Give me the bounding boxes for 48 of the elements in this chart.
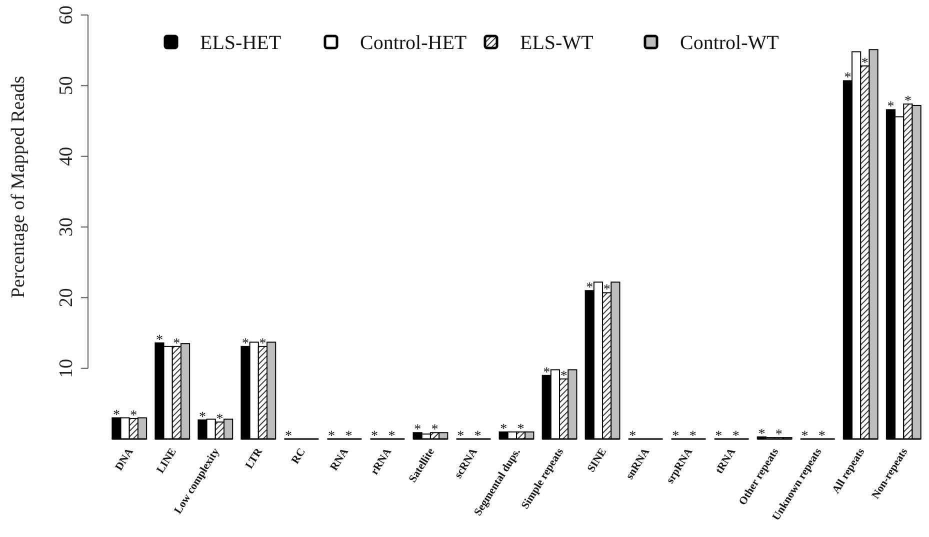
- annotation: *: [112, 408, 120, 423]
- annotation: *: [560, 368, 568, 384]
- annotation: *: [818, 429, 826, 444]
- annotation: *: [904, 94, 912, 110]
- annotation: *: [689, 429, 696, 444]
- annotation: *: [603, 282, 610, 298]
- annotation: *: [732, 429, 740, 444]
- legend-label: Control-WT: [680, 32, 779, 54]
- annotation: *: [345, 429, 352, 444]
- x-tick-label: RC: [289, 446, 308, 466]
- annotation: *: [543, 365, 550, 380]
- annotation: *: [328, 429, 336, 444]
- annotation: *: [242, 336, 249, 352]
- y-tick-label: 60: [56, 6, 77, 24]
- legend-label: ELS-WT: [520, 32, 594, 54]
- annotation: *: [500, 422, 508, 437]
- annotation: *: [758, 426, 766, 442]
- annotation: *: [216, 412, 224, 428]
- annotation: *: [371, 429, 378, 444]
- annotation: *: [775, 428, 782, 443]
- annotation: *: [861, 56, 868, 71]
- y-tick-label: 10: [56, 358, 77, 378]
- y-axis-title: Percentage of Mapped Reads: [8, 76, 29, 298]
- annotation: *: [414, 422, 422, 438]
- annotation: *: [457, 429, 464, 444]
- annotation: *: [156, 332, 163, 348]
- y-tick-label: 50: [56, 76, 77, 96]
- annotation: *: [672, 429, 680, 444]
- annotation: *: [259, 336, 266, 352]
- annotation: *: [130, 408, 138, 424]
- y-tick-label: 30: [56, 218, 77, 236]
- annotation: *: [715, 429, 722, 444]
- annotation: *: [431, 422, 438, 438]
- annotation: *: [517, 422, 524, 437]
- annotation: *: [629, 429, 636, 444]
- annotation: *: [887, 100, 894, 115]
- annotation: *: [801, 429, 808, 444]
- annotation: *: [173, 336, 180, 352]
- annotation: *: [586, 280, 594, 296]
- annotation: *: [198, 410, 206, 425]
- y-tick-label: 40: [56, 146, 77, 166]
- annotation: *: [474, 429, 482, 444]
- legend-label: Control-HET: [360, 32, 467, 54]
- annotation: *: [285, 429, 292, 444]
- legend-label: ELS-HET: [200, 32, 282, 54]
- annotation: *: [844, 70, 852, 86]
- annotation: *: [388, 429, 396, 444]
- y-tick-label: 20: [56, 288, 77, 308]
